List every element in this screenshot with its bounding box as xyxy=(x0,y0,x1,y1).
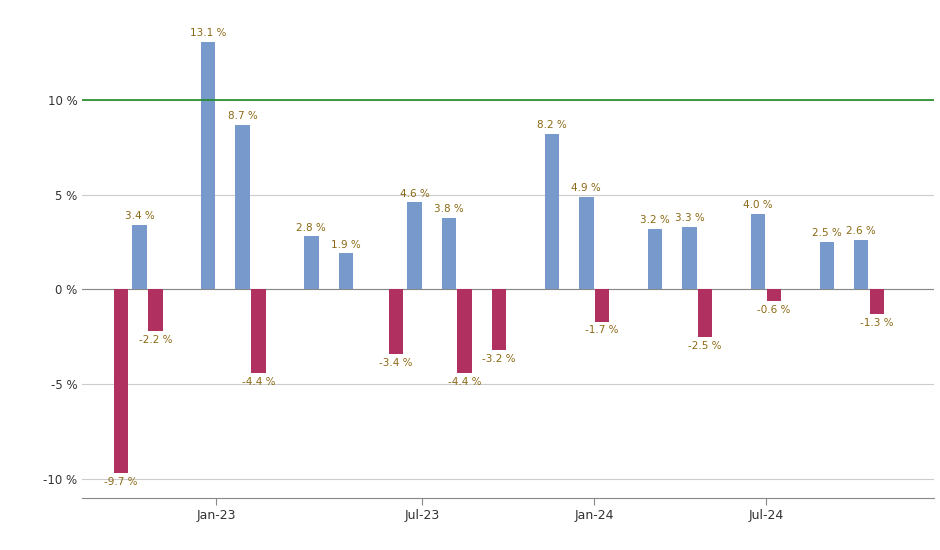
Bar xyxy=(389,289,403,354)
Bar xyxy=(698,289,713,337)
Text: -3.4 %: -3.4 % xyxy=(379,358,413,367)
Bar xyxy=(442,218,456,289)
Text: 2.6 %: 2.6 % xyxy=(846,227,876,236)
Text: -0.6 %: -0.6 % xyxy=(758,305,791,315)
Bar xyxy=(251,289,266,373)
Bar xyxy=(820,242,834,289)
Bar xyxy=(870,289,885,314)
Text: 3.3 %: 3.3 % xyxy=(675,213,704,223)
Text: 3.4 %: 3.4 % xyxy=(125,211,154,221)
Text: -1.3 %: -1.3 % xyxy=(860,318,894,328)
Text: 1.9 %: 1.9 % xyxy=(331,240,361,250)
Text: -9.7 %: -9.7 % xyxy=(104,477,138,487)
Text: 8.7 %: 8.7 % xyxy=(227,111,258,121)
Bar xyxy=(544,134,559,289)
Bar xyxy=(648,229,663,289)
Bar xyxy=(201,41,215,289)
Bar xyxy=(149,289,163,331)
Text: -4.4 %: -4.4 % xyxy=(447,377,481,387)
Text: -1.7 %: -1.7 % xyxy=(586,326,619,336)
Bar xyxy=(235,125,250,289)
Text: 3.8 %: 3.8 % xyxy=(434,204,463,214)
Text: 4.9 %: 4.9 % xyxy=(572,183,602,193)
Text: 4.6 %: 4.6 % xyxy=(400,189,430,199)
Bar xyxy=(595,289,609,322)
Bar xyxy=(682,227,697,289)
Text: 3.2 %: 3.2 % xyxy=(640,215,670,225)
Bar xyxy=(338,254,352,289)
Bar xyxy=(767,289,781,301)
Text: -4.4 %: -4.4 % xyxy=(242,377,275,387)
Text: 4.0 %: 4.0 % xyxy=(744,200,773,210)
Text: -3.2 %: -3.2 % xyxy=(482,354,516,364)
Text: 8.2 %: 8.2 % xyxy=(537,120,567,130)
Text: 13.1 %: 13.1 % xyxy=(190,28,227,38)
Bar xyxy=(854,240,869,289)
Bar xyxy=(579,197,593,289)
Bar xyxy=(305,236,319,289)
Bar xyxy=(458,289,472,373)
Text: -2.5 %: -2.5 % xyxy=(688,340,722,350)
Bar xyxy=(751,214,765,289)
Bar xyxy=(133,225,147,289)
Bar xyxy=(114,289,128,473)
Bar xyxy=(492,289,507,350)
Bar xyxy=(407,202,422,289)
Text: 2.5 %: 2.5 % xyxy=(812,228,841,238)
Text: -2.2 %: -2.2 % xyxy=(138,335,172,345)
Text: 2.8 %: 2.8 % xyxy=(296,223,326,233)
